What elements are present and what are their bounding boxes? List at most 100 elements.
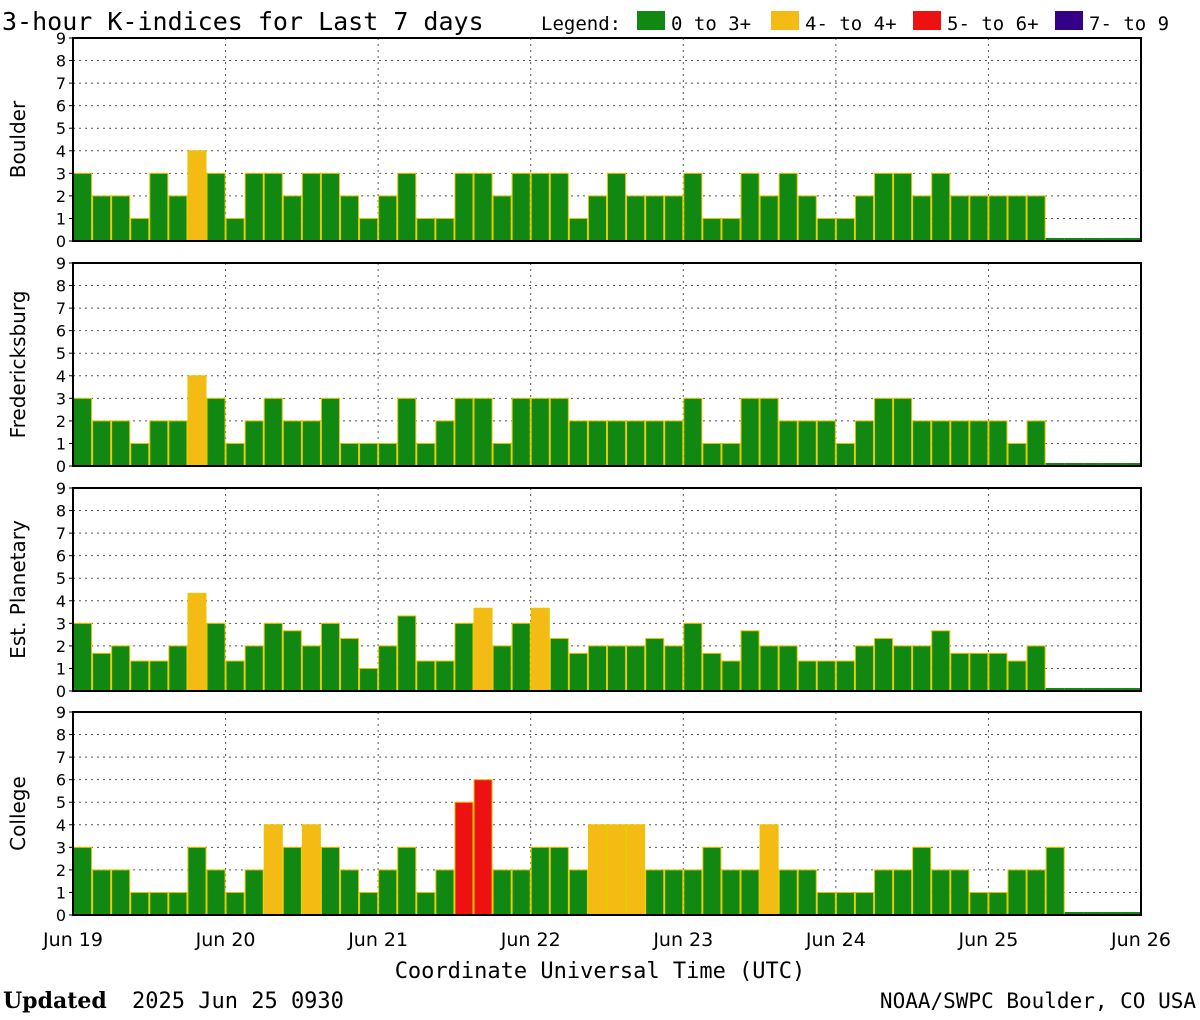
bar-est-planetary-43 [893,645,913,692]
bar-fredericksburg-7 [206,397,226,467]
bar-boulder-3 [130,217,150,242]
station-panels: 0 1 2 3 4 5 6 7 8 9 Boulder 0 1 2 3 4 5 6 7 8 9 Fredericksbur… [6,29,1142,925]
bar-est-planetary-26 [568,652,588,692]
panel-boulder: 0 1 2 3 4 5 6 7 8 9 Boulder [6,29,1142,251]
bar-fredericksburg-2 [111,420,131,467]
bar-boulder-12 [301,172,321,242]
bar-est-planetary-18 [416,660,436,692]
legend-item-red: 5- to 6+ [947,13,1039,35]
bar-fredericksburg-51 [1045,463,1065,466]
y-tick-boulder-0: 0 [56,232,66,251]
bar-college-5 [168,891,188,916]
bar-boulder-23 [511,172,531,242]
x-tick-label-jun-21: Jun 21 [347,929,408,951]
bar-college-39 [816,891,836,916]
series-label-boulder: Boulder [6,100,30,178]
panel-est-planetary: 0 1 2 3 4 5 6 7 8 9 Est. Planetary [6,479,1142,701]
bar-fredericksburg-16 [378,442,398,467]
y-tick-est-planetary-7: 7 [56,524,66,543]
bar-fredericksburg-28 [607,420,627,467]
bar-fredericksburg-20 [454,397,474,467]
bar-college-19 [435,869,455,916]
bar-est-planetary-47 [969,652,989,692]
bar-college-6 [187,846,207,916]
bar-est-planetary-10 [263,622,283,692]
bar-fredericksburg-52 [1064,463,1084,466]
y-tick-fredericksburg-8: 8 [56,277,66,296]
legend-item-green: 0 to 3+ [671,13,751,35]
y-tick-boulder-9: 9 [56,29,66,48]
bar-boulder-53 [1083,238,1103,241]
bar-college-34 [721,869,741,916]
bar-fredericksburg-35 [740,397,760,467]
bar-fredericksburg-26 [568,420,588,467]
bar-fredericksburg-33 [702,442,722,467]
legend-label: Legend: [541,13,621,35]
y-tick-boulder-7: 7 [56,74,66,93]
bar-fredericksburg-34 [721,442,741,467]
bar-fredericksburg-46 [950,420,970,467]
bar-college-10 [263,824,283,916]
bar-est-planetary-46 [950,652,970,692]
chart-title: 3-hour K-indices for Last 7 days [2,7,484,36]
bar-boulder-0 [73,172,93,242]
bar-boulder-25 [549,172,569,242]
bar-college-16 [378,869,398,916]
bar-est-planetary-44 [912,645,932,692]
bar-fredericksburg-48 [988,420,1008,467]
bar-college-36 [759,824,779,916]
x-tick-label-jun-26: Jun 26 [1110,929,1171,951]
bar-est-planetary-14 [340,637,360,692]
bar-fredericksburg-11 [282,420,302,467]
source-credit: NOAA/SWPC Boulder, CO USA [880,989,1196,1013]
y-tick-college-0: 0 [56,906,66,925]
bar-college-24 [530,846,550,916]
bar-fredericksburg-39 [816,420,836,467]
y-tick-est-planetary-3: 3 [56,614,66,633]
bar-boulder-11 [282,195,302,242]
y-tick-est-planetary-2: 2 [56,637,66,656]
bar-est-planetary-27 [587,645,608,692]
bar-boulder-26 [568,217,588,242]
bar-college-49 [1007,869,1027,916]
y-tick-fredericksburg-9: 9 [56,254,66,273]
bar-boulder-22 [492,195,512,242]
y-tick-est-planetary-4: 4 [56,592,66,611]
x-tick-label-jun-19: Jun 19 [42,929,103,951]
bar-college-0 [73,846,93,916]
bar-boulder-27 [587,195,608,242]
bar-boulder-51 [1045,238,1065,241]
bar-boulder-50 [1026,195,1046,242]
bar-boulder-55 [1121,238,1141,241]
x-tick-label-jun-24: Jun 24 [805,929,866,951]
bar-est-planetary-28 [607,645,627,692]
bar-college-47 [969,891,989,916]
y-tick-fredericksburg-1: 1 [56,434,66,453]
bar-boulder-49 [1007,195,1027,242]
bar-college-30 [645,869,665,916]
panel-college: 0 1 2 3 4 5 6 7 8 9 College [6,703,1142,925]
legend-item-purple: 7- to 9 [1089,13,1169,35]
bar-college-13 [320,846,340,916]
bar-college-45 [931,869,951,916]
updated-value: 2025 Jun 25 0930 [132,989,344,1014]
bar-boulder-40 [835,217,855,242]
bar-college-51 [1045,846,1065,916]
y-tick-college-9: 9 [56,703,66,722]
bar-college-7 [206,869,226,916]
legend-swatch-purple [1055,11,1083,30]
bar-college-12 [301,824,321,916]
bar-boulder-39 [816,217,836,242]
y-tick-boulder-3: 3 [56,164,66,183]
y-tick-college-1: 1 [56,883,66,902]
bar-college-26 [568,869,588,916]
bar-boulder-14 [340,195,360,242]
bar-fredericksburg-18 [416,442,436,467]
bar-fredericksburg-12 [301,420,321,467]
bar-college-42 [874,869,894,916]
bar-boulder-44 [912,195,932,242]
bar-est-planetary-0 [73,622,93,692]
bar-college-25 [549,846,569,916]
bar-fredericksburg-31 [664,420,684,467]
bar-est-planetary-3 [130,660,150,692]
